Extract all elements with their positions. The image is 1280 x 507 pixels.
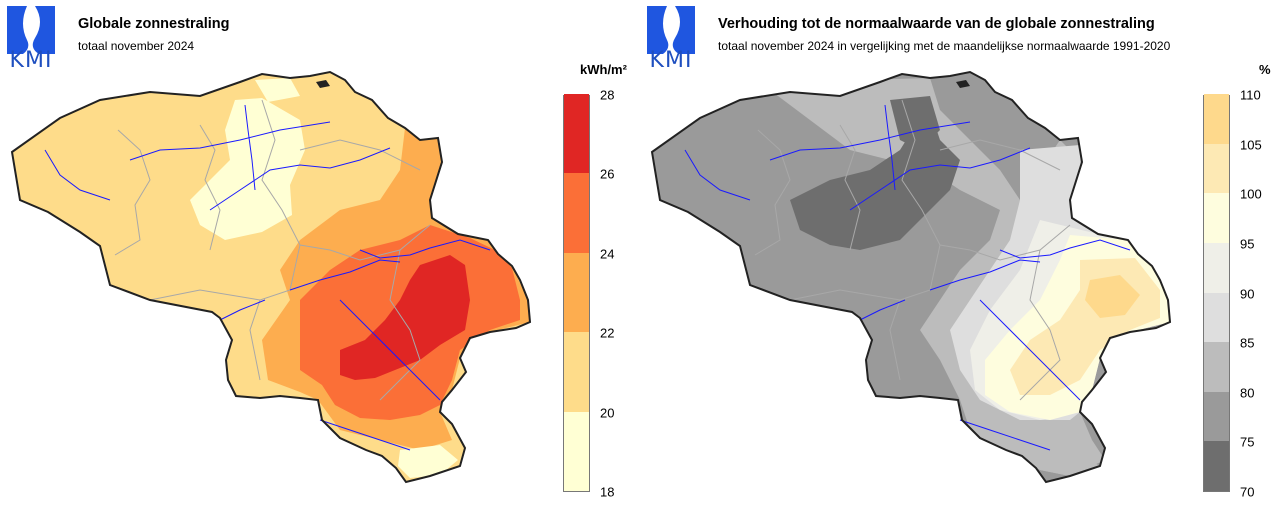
legend-color-box: [1204, 292, 1229, 343]
rivers: [44, 104, 491, 451]
province-borders: [114, 99, 431, 401]
baarle-enclave: [316, 80, 330, 88]
legend-tick-label: 20: [600, 405, 615, 421]
legend-color-box: [564, 173, 589, 253]
legend-tick-label: 22: [600, 325, 615, 341]
kmi-logo-text: KMI: [9, 48, 53, 73]
panel-ratio-to-normal: KMI Verhouding tot de normaalwaarde van …: [640, 0, 1280, 507]
legend-color-box: [1204, 242, 1229, 293]
belgium-border: [10, 70, 532, 484]
legend-color-box: [1204, 391, 1229, 442]
legend-tick-label: 90: [1240, 286, 1255, 301]
belgium-border: [650, 70, 1172, 484]
zone-26-28: [340, 255, 470, 380]
legend-tick-label: 18: [600, 484, 615, 500]
legend-tick-label: 75: [1240, 434, 1255, 450]
legend-tick-label: 85: [1240, 335, 1255, 351]
zone-110-plus: [1085, 275, 1140, 318]
legend-color-box: [564, 332, 589, 412]
legend-tick-label: 24: [600, 246, 615, 262]
map-title: Verhouding tot de normaalwaarde van de g…: [718, 16, 1155, 32]
zone-18-20-south: [398, 445, 458, 478]
legend-color-box: [1204, 441, 1229, 491]
zone-18-20-north: [255, 78, 300, 102]
legend-tick-label: 95: [1240, 236, 1255, 252]
kmi-logo: [7, 6, 55, 54]
legend-tick-label: 26: [600, 166, 615, 182]
map-subtitle: totaal november 2024 in vergelijking met…: [718, 39, 1171, 53]
legend-unit: kWh/m²: [580, 62, 627, 77]
legend-color-box: [1204, 193, 1229, 243]
zone-70-75-north: [890, 96, 940, 150]
color-legend: [1203, 94, 1230, 492]
map-subtitle: totaal november 2024: [78, 39, 195, 53]
legend-unit: %: [1259, 62, 1271, 77]
province-borders: [754, 99, 1071, 401]
legend-tick-label: 70: [1240, 484, 1255, 500]
zone-south-85: [940, 420, 1100, 476]
belgium-radiation-map: [10, 70, 532, 484]
baarle-enclave: [956, 80, 970, 88]
legend-color-box: [1204, 143, 1229, 194]
legend-tick-label: 28: [600, 87, 615, 103]
legend-color-box: [1204, 94, 1229, 144]
legend-tick-label: 80: [1240, 385, 1255, 401]
color-legend: [563, 94, 590, 492]
legend-color-box: [1204, 342, 1229, 392]
kmi-logo-text: KMI: [649, 48, 693, 73]
legend-color-box: [564, 252, 589, 333]
legend-tick-label: 110: [1240, 87, 1261, 103]
legend-color-box: [564, 411, 589, 491]
legend-tick-label: 105: [1240, 137, 1262, 153]
legend-color-box: [564, 94, 589, 174]
rivers: [684, 104, 1131, 451]
belgium-ratio-map: [650, 70, 1172, 484]
legend-tick-label: 100: [1240, 186, 1262, 202]
kmi-logo: [647, 6, 695, 54]
map-title: Globale zonnestraling: [78, 16, 230, 32]
panel-solar-radiation: KMI Globale zonnestraling totaal novembe…: [7, 6, 627, 500]
